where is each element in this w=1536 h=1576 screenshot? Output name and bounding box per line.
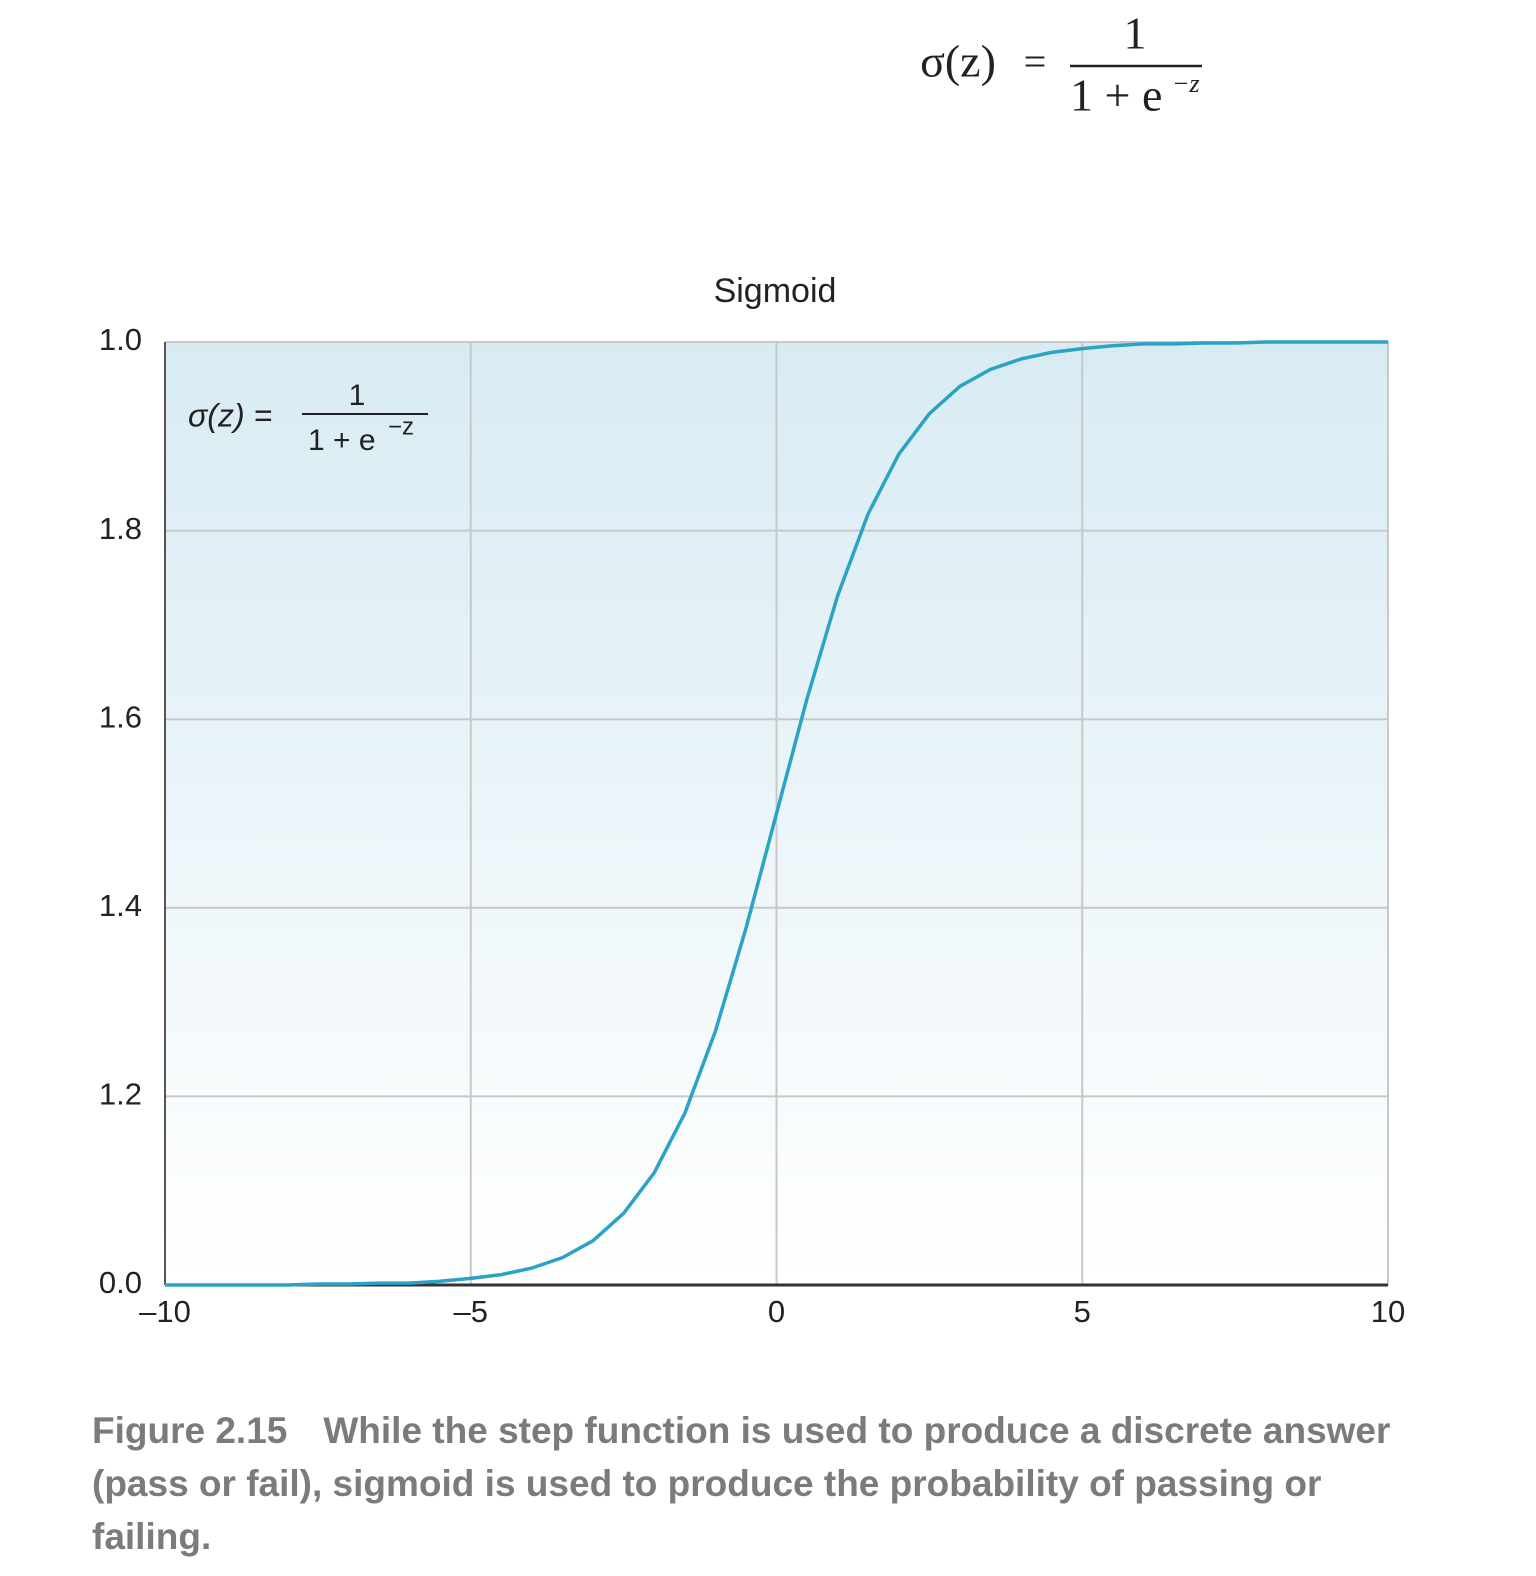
caption-label: Figure 2.15 [92, 1410, 288, 1451]
annotation: σ(z) = 1 1 + e −z [188, 379, 428, 457]
x-tick-label: –5 [454, 1294, 488, 1329]
formula-numerator: 1 [1124, 8, 1147, 59]
x-tick-label: 10 [1371, 1294, 1405, 1329]
annotation-numerator: 1 [349, 379, 366, 412]
annotation-denominator: 1 + e [308, 424, 376, 457]
y-tick-label: 1.4 [99, 888, 142, 923]
x-tick-label: 5 [1074, 1294, 1091, 1329]
y-tick-label: 1.0 [99, 322, 142, 357]
caption: Figure 2.15 While the step function is us… [92, 1404, 1392, 1563]
y-tick-label: 0.0 [99, 1265, 142, 1300]
formula-denominator: 1 + e [1070, 70, 1162, 121]
annotation-exponent: −z [388, 413, 414, 440]
x-tick-label: 0 [768, 1294, 785, 1329]
formula-lhs: σ(z) [920, 36, 996, 87]
formula-equals: = [1024, 39, 1047, 84]
caption-text: While the step function is used to produ… [92, 1410, 1391, 1557]
formula-exponent: −z [1172, 69, 1200, 98]
y-tick-label: 1.6 [99, 699, 142, 734]
y-tick-label: 1.2 [99, 1077, 142, 1112]
chart: σ(z) = 1 1 + e −z Sigmoid σ(z) = 1 1 + e… [99, 8, 1405, 1330]
header-formula: σ(z) = 1 1 + e −z [920, 8, 1202, 121]
x-tick-label: –10 [139, 1294, 191, 1329]
curve [165, 340, 1388, 1287]
chart-title: Sigmoid [714, 272, 837, 310]
annotation-lhs: σ(z) = [188, 397, 272, 433]
y-tick-label: 1.8 [99, 511, 142, 546]
